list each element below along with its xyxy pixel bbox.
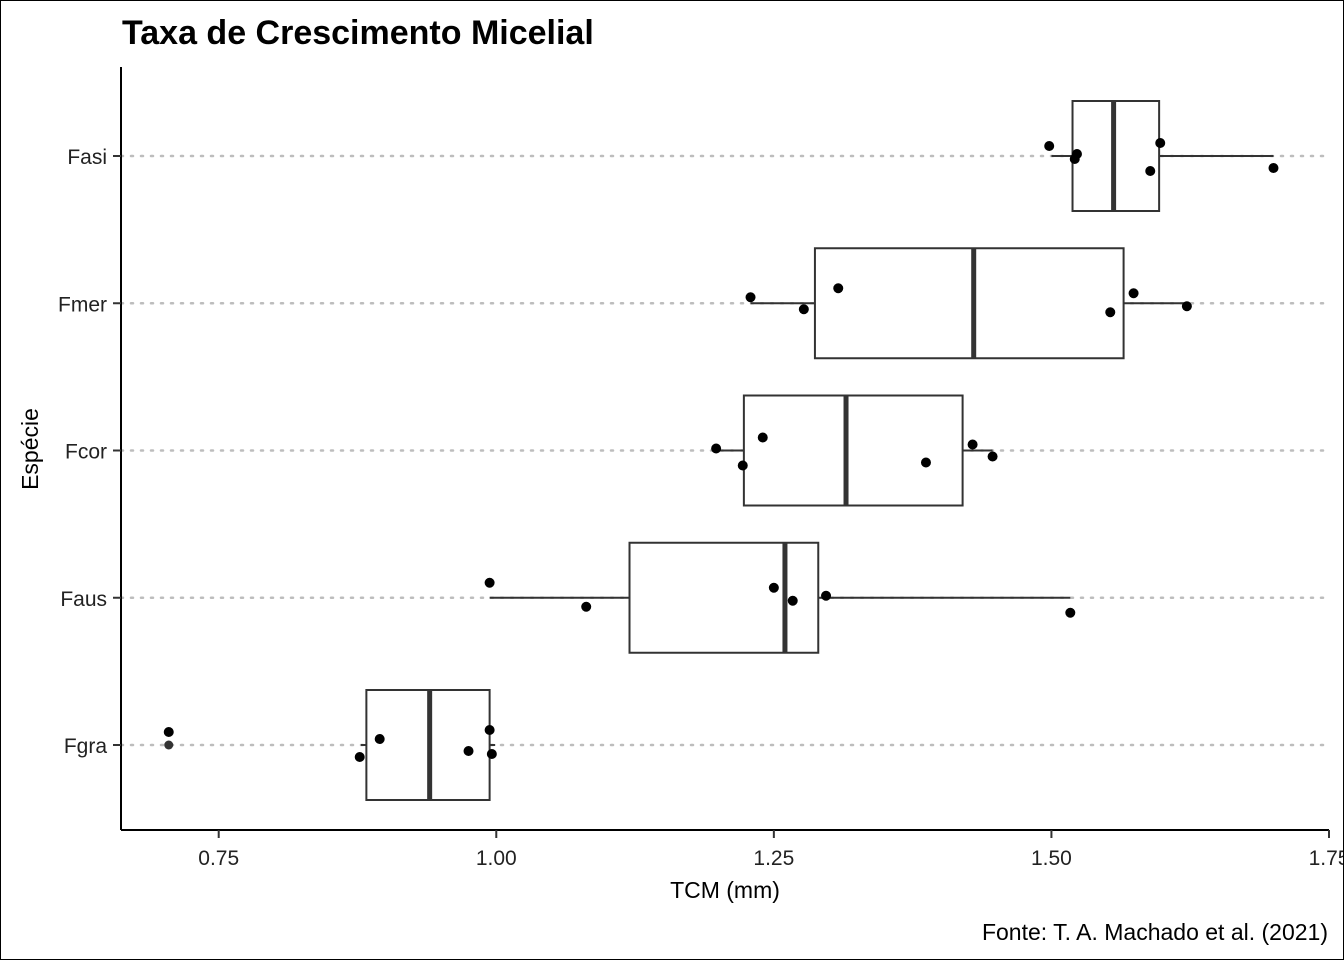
point-faus-0 (484, 577, 495, 588)
boxes (164, 100, 1274, 801)
y-axis-title: Espécie (17, 408, 43, 490)
point-fcor-0 (711, 443, 722, 454)
point-faus-5 (1065, 607, 1076, 618)
y-tick-label-fasi: Fasi (67, 146, 107, 169)
point-fmer-4 (1128, 288, 1139, 299)
axes (120, 67, 1329, 831)
x-tick-label-2: 1.25 (753, 847, 794, 870)
point-fcor-5 (987, 451, 998, 462)
ticks: Fgra Faus Fcor Fmer Fasi 0.75 1.00 1.25 1.50 1.75 (58, 146, 1343, 870)
x-tick-label-4: 1.75 (1309, 847, 1343, 870)
point-fcor-1 (737, 460, 748, 471)
x-axis-title: TCM (mm) (670, 877, 780, 903)
outlier-fgra-0 (164, 740, 174, 750)
point-fasi-2 (1071, 149, 1082, 159)
point-fmer-0 (745, 292, 756, 303)
data-points (163, 138, 1279, 762)
y-tick-label-fgra: Fgra (64, 735, 108, 758)
y-tick-label-faus: Faus (60, 588, 107, 611)
point-faus-2 (768, 582, 779, 593)
box-fmer (813, 247, 1125, 360)
point-faus-4 (821, 590, 832, 601)
point-fgra-3 (463, 746, 474, 756)
x-tick-label-3: 1.50 (1031, 847, 1072, 870)
point-faus-1 (581, 601, 592, 612)
chart-title: Taxa de Crescimento Micelial (122, 14, 594, 52)
y-tick-label-fmer: Fmer (58, 293, 107, 316)
point-fgra-5 (486, 749, 497, 759)
point-fgra-4 (484, 725, 495, 735)
point-fasi-5 (1268, 163, 1279, 173)
point-fmer-3 (1105, 307, 1116, 318)
point-fcor-3 (920, 457, 931, 468)
point-fcor-2 (757, 432, 768, 443)
grid-lines (119, 154, 1331, 747)
point-fasi-0 (1044, 141, 1055, 151)
y-tick-label-fcor: Fcor (65, 441, 107, 464)
point-fasi-3 (1145, 166, 1156, 176)
point-fgra-1 (354, 752, 365, 762)
point-fmer-1 (798, 304, 809, 315)
box-fcor (742, 394, 964, 507)
point-fmer-2 (833, 283, 844, 294)
point-fgra-2 (374, 734, 385, 744)
point-fgra-0 (163, 727, 174, 737)
point-fasi-4 (1155, 138, 1166, 148)
point-fmer-5 (1181, 301, 1192, 312)
chart-caption: Fonte: T. A. Machado et al. (2021) (982, 919, 1328, 945)
point-fcor-4 (967, 439, 978, 450)
point-faus-3 (787, 595, 798, 606)
x-tick-label-1: 1.00 (476, 847, 517, 870)
x-tick-label-0: 0.75 (198, 847, 239, 870)
